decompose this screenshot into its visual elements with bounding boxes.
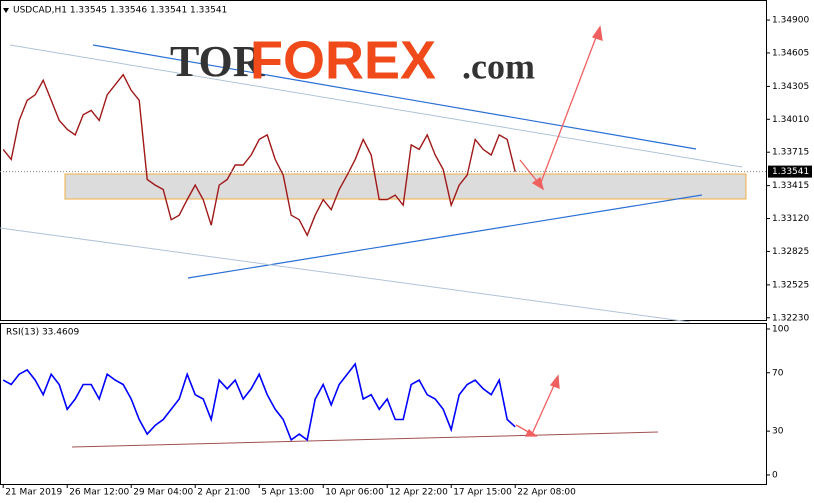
y-tick-label: 1.32525	[772, 280, 809, 290]
trendline	[187, 194, 703, 279]
trendline	[92, 44, 697, 150]
current-price-box	[768, 165, 812, 178]
y-tick-label: 1.33120	[772, 214, 809, 224]
y-tick-label: 1.33715	[772, 148, 809, 158]
x-tick-label: 5 Apr 13:00	[261, 488, 314, 498]
current-price-label: 1.33541	[772, 167, 809, 177]
x-tick-label: 29 Mar 04:00	[133, 488, 193, 498]
y-tick-label: 1.34305	[772, 82, 809, 92]
main-panel	[0, 0, 767, 321]
x-tick-label: 12 Apr 22:00	[389, 488, 448, 498]
rsi-title: RSI(13) 33.4609	[6, 328, 79, 338]
x-tick-label: 22 Apr 08:00	[517, 488, 576, 498]
y-tick-label: 1.34010	[772, 115, 809, 125]
x-tick-label: 17 Apr 15:00	[453, 488, 512, 498]
forecast-arrows	[515, 25, 603, 437]
rsi-panel	[0, 323, 767, 485]
x-tick-label: 2 Apr 21:00	[197, 488, 250, 498]
x-tick-label: 21 Mar 2019	[5, 488, 62, 498]
rsi-trendline	[71, 431, 659, 448]
channel-line	[0, 227, 691, 323]
x-tick-label: 26 Mar 12:00	[69, 488, 129, 498]
y-tick-label: 1.33415	[772, 181, 809, 191]
y-tick-label: 30	[772, 427, 784, 437]
watermark-com: .com	[462, 46, 535, 86]
y-tick-label: 0	[772, 470, 778, 480]
symbol-title: USDCAD,H1 1.33545 1.33546 1.33541 1.3354…	[13, 6, 227, 16]
watermark-tor: TOR	[170, 37, 266, 86]
channel-line	[9, 44, 743, 168]
dropdown[interactable]	[3, 8, 9, 13]
x-tick-label: 10 Apr 06:00	[325, 488, 384, 498]
y-tick-label: 70	[772, 368, 784, 378]
series-line	[2, 362, 516, 442]
y-tick-label: 1.32825	[772, 247, 809, 257]
y-tick-label: 1.32230	[772, 313, 809, 323]
y-tick-label: 1.34900	[772, 16, 809, 26]
y-tick-label: 100	[772, 324, 789, 334]
price-layer: 1.34900 1.34605 1.34305 1.34010 1.33715 1.334…	[0, 16, 812, 498]
series-line	[2, 73, 516, 237]
watermark-forex: FOREX	[250, 30, 436, 90]
y-tick-label: 1.34605	[772, 48, 809, 58]
